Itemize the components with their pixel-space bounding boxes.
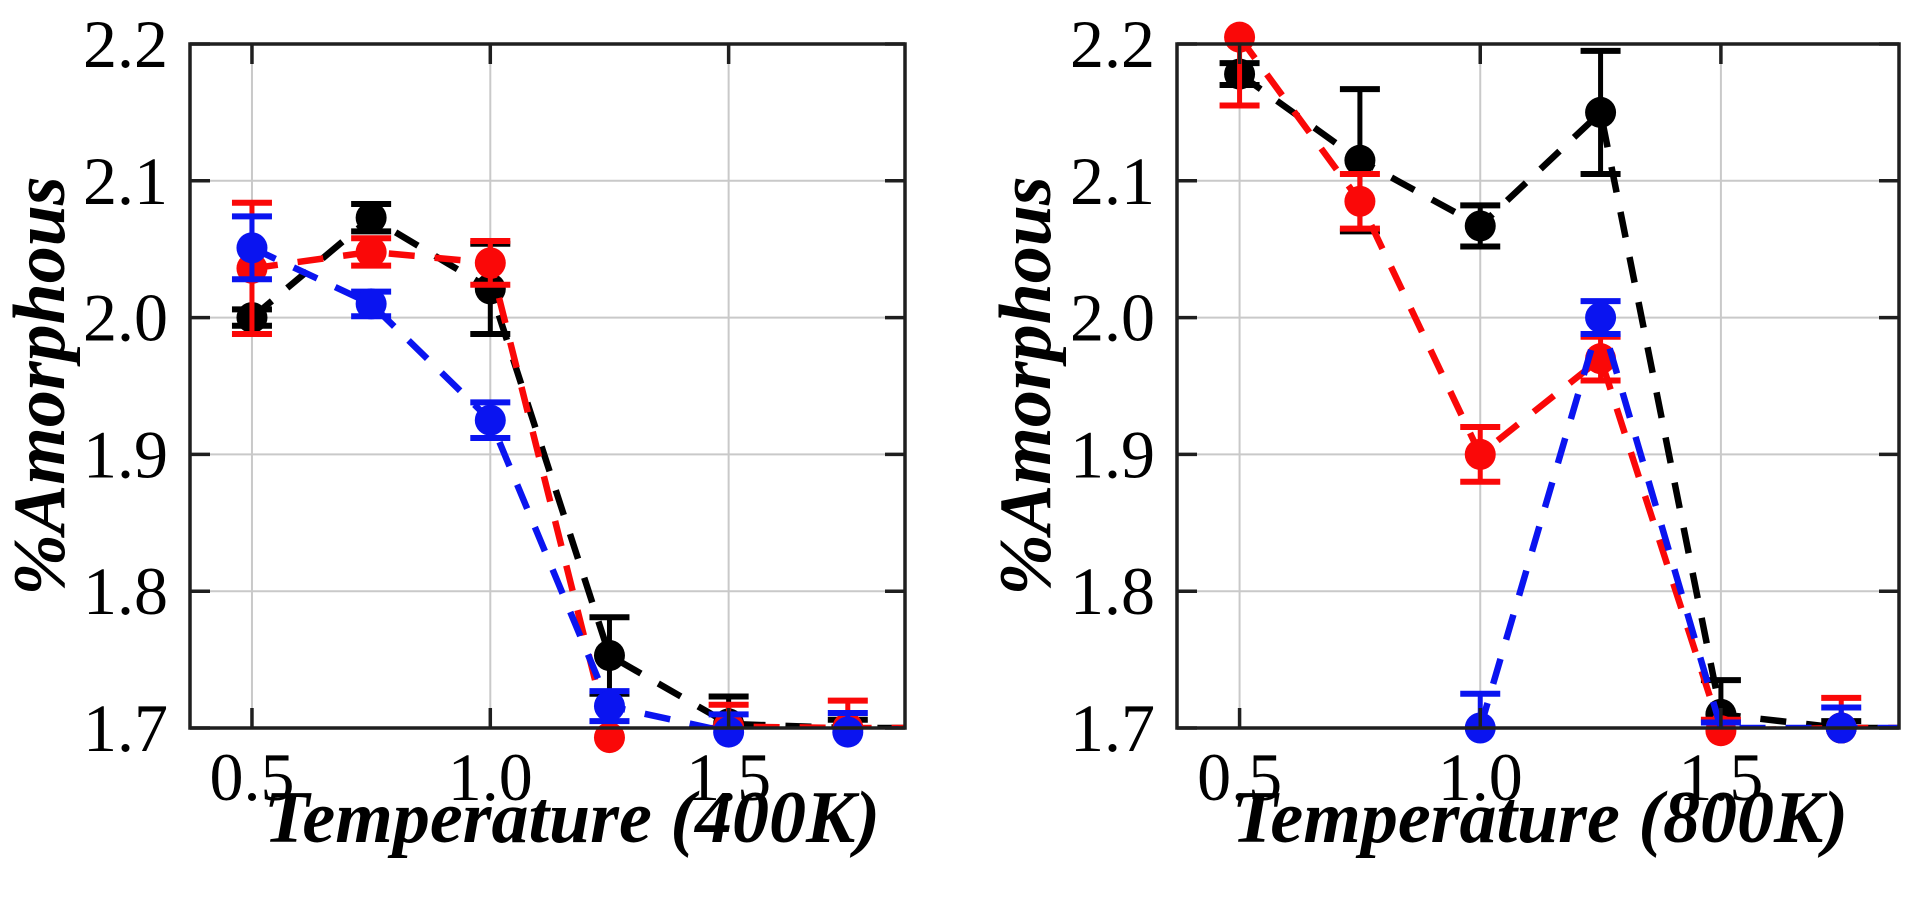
right-x-tick-label: 0.5 [1197, 739, 1282, 815]
left-y-tick-label: 2.1 [83, 143, 168, 219]
blue-marker [713, 716, 745, 748]
right-y-axis-label: %Amorphous [985, 176, 1067, 595]
right-axes-box [1175, 42, 1901, 730]
right-x-tick-label: 1.5 [1678, 739, 1763, 815]
right-tick-marks [1177, 42, 1899, 730]
blue-marker [593, 690, 625, 722]
black-marker [593, 639, 625, 671]
red-error-bars [1219, 44, 1862, 728]
left-y-tick-label: 1.8 [83, 553, 168, 629]
right-series-red [1219, 21, 1899, 747]
right-y-tick-label: 1.8 [1070, 553, 1155, 629]
right-y-tick-label: 2.1 [1070, 143, 1155, 219]
black-marker [1344, 144, 1376, 176]
black-error-bars [1219, 47, 1862, 728]
right-y-tick-label: 1.9 [1070, 416, 1155, 492]
left-y-tick-label: 1.9 [83, 416, 168, 492]
left-y-tick-label: 2.2 [83, 6, 168, 82]
right-gridlines [1177, 44, 1899, 728]
blue-dashed-line [250, 244, 905, 728]
black-marker [355, 202, 387, 234]
left-x-tick-label: 1.0 [448, 739, 533, 815]
blue-dashed-line [1477, 306, 1899, 728]
black-marker [474, 273, 506, 305]
blue-markers [1464, 302, 1857, 744]
red-marker [355, 236, 387, 268]
black-marker [1464, 210, 1496, 242]
left-y-tick-label: 1.7 [83, 690, 168, 766]
left-x-tick-label: 0.5 [209, 739, 294, 815]
blue-marker [474, 404, 506, 436]
right-x-tick-label: 1.0 [1438, 739, 1523, 815]
red-marker [1464, 438, 1496, 470]
black-marker [1585, 96, 1617, 128]
left-x-tick-label: 1.5 [686, 739, 771, 815]
blue-error-bars [231, 213, 868, 728]
red-error-bars [231, 199, 868, 728]
left-series-red [231, 199, 905, 754]
red-marker [593, 722, 625, 754]
blue-markers [236, 232, 864, 748]
plot-right: 0.5 1.0 1.5 2.2 2.1 2.0 1.9 1.8 1.7 Temperature (… [985, 6, 1901, 859]
blue-marker [236, 232, 268, 264]
red-dashed-line [251, 248, 905, 728]
black-error-bars [231, 201, 868, 728]
left-gridlines [190, 44, 905, 728]
black-markers [236, 202, 864, 744]
left-axes-box [188, 42, 907, 730]
black-markers [1224, 58, 1857, 744]
blue-marker [832, 716, 864, 748]
left-y-axis-label: %Amorphous [0, 176, 81, 595]
right-x-axis-label: Temperature (800K) [1232, 777, 1848, 859]
left-tick-marks [190, 42, 905, 730]
left-x-axis-label: Temperature (400K) [264, 777, 880, 859]
plot-left: 0.5 1.0 1.5 2.2 2.1 2.0 1.9 1.8 1.7 Temperature (… [0, 6, 907, 859]
red-marker [474, 247, 506, 279]
left-y-tick-label: 2.0 [83, 280, 168, 356]
blue-marker [355, 288, 387, 320]
red-marker [1344, 185, 1376, 217]
right-y-tick-label: 2.2 [1070, 6, 1155, 82]
right-y-tick-label: 2.0 [1070, 280, 1155, 356]
blue-marker [1585, 302, 1617, 334]
left-series-blue [231, 213, 905, 748]
left-series-black [231, 201, 905, 744]
right-y-tick-label: 1.7 [1070, 690, 1155, 766]
red-dashed-line [1240, 44, 1899, 728]
